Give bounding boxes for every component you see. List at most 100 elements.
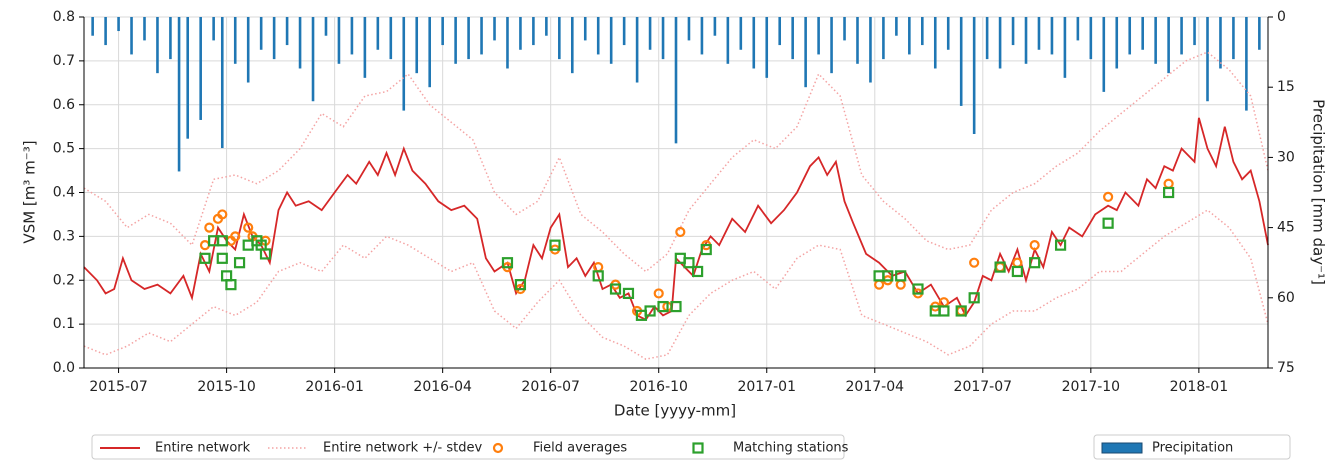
legend-swatch (692, 442, 704, 454)
x-tick-label: 2017-10 (1062, 379, 1121, 395)
station-marker (670, 300, 682, 313)
station-marker (912, 283, 924, 295)
station-marker (225, 279, 237, 291)
station-marker (882, 270, 894, 282)
y2-tick-label: 30 (1277, 149, 1295, 165)
precip-bar (1024, 17, 1028, 64)
field-marker (969, 257, 980, 268)
precip-bar (1037, 17, 1041, 50)
precip-bar (1128, 17, 1132, 55)
field-marker (1029, 240, 1040, 251)
station-marker (700, 243, 712, 256)
station-marker (644, 305, 656, 317)
precip-bar (972, 17, 976, 134)
precip-bar (91, 17, 94, 36)
precip-bar (635, 17, 639, 83)
precip-bar (259, 17, 263, 50)
precip-bar (583, 17, 587, 41)
legend-label: Field averages (533, 441, 627, 456)
precip-bar (661, 17, 665, 60)
precip-bar (674, 17, 678, 144)
precip-bar (1258, 17, 1261, 50)
precip-bar (1115, 17, 1119, 69)
precip-bar (1089, 17, 1093, 60)
station-marker (549, 239, 561, 251)
precip-bar (415, 17, 419, 74)
precip-bar (622, 17, 626, 46)
x-tick-label: 2016-07 (521, 379, 580, 395)
stdev-line (83, 209, 1269, 360)
station-marker (199, 252, 211, 264)
y-axis-label: VSM [m³ m⁻³] (21, 140, 39, 243)
x-tick-label: 2015-10 (197, 379, 256, 395)
legend-swatch (1101, 442, 1143, 454)
legend-label: Precipitation (1152, 441, 1233, 456)
station-marker (1102, 217, 1114, 229)
legend-label: Entire network (155, 441, 251, 456)
precip-bar (233, 17, 237, 64)
precip-bar (908, 17, 911, 55)
precip-bar (376, 17, 380, 50)
precip-bar (480, 17, 483, 55)
station-marker (968, 292, 980, 304)
precip-bar (895, 17, 898, 36)
station-marker (1163, 186, 1175, 199)
y2-tick-label: 0 (1277, 9, 1286, 25)
precip-bar (1180, 17, 1183, 55)
field-marker (675, 226, 686, 238)
field-marker (243, 222, 254, 233)
precip-bar (933, 17, 937, 69)
precip-bar (143, 17, 146, 41)
precip-bar (946, 17, 950, 50)
precip-bar (1232, 17, 1235, 60)
station-marker (994, 261, 1006, 273)
precip-bar (609, 17, 613, 64)
precip-bar (882, 17, 885, 60)
y-tick-label: 0.3 (53, 228, 75, 244)
precip-bar (532, 17, 535, 46)
precip-bar (1154, 17, 1157, 64)
precip-bar (454, 17, 457, 64)
precip-bar (350, 17, 354, 55)
y-tick-label: 0.8 (53, 9, 75, 25)
y2-axis-label: Precipitation [mm day⁻¹] (1310, 99, 1328, 285)
precip-bar (220, 17, 224, 149)
precip-bar (363, 17, 367, 78)
x-tick-label: 2015-07 (89, 379, 148, 395)
precip-bar (1167, 17, 1170, 74)
precip-bar (1141, 17, 1144, 50)
station-marker (1011, 265, 1023, 278)
precip-bar (1206, 17, 1209, 102)
y2-tick-label: 75 (1277, 360, 1295, 376)
y2-tick-label: 60 (1277, 290, 1295, 306)
precip-bar (1076, 17, 1080, 41)
station-marker (955, 305, 967, 317)
precip-bar (959, 17, 963, 106)
precip-bar (324, 17, 328, 36)
precip-bar (869, 17, 872, 83)
station-marker (216, 252, 228, 264)
precip-bar (830, 17, 833, 74)
x-tick-label: 2016-10 (629, 379, 688, 395)
precip-bar (856, 17, 859, 64)
precip-bar (117, 17, 120, 32)
precip-bar (752, 17, 756, 69)
precip-bar (998, 17, 1002, 69)
precip-bar (285, 17, 289, 46)
precip-bar (506, 17, 509, 69)
precip-bar (272, 17, 276, 60)
precip-bar (765, 17, 769, 78)
field-marker (994, 261, 1006, 273)
precip-bar (558, 17, 561, 60)
field-marker (873, 279, 885, 290)
precip-bar (389, 17, 393, 60)
y-tick-label: 0.1 (53, 316, 75, 332)
station-marker (1054, 239, 1067, 251)
x-tick-label: 2016-04 (413, 379, 472, 395)
precip-bar (186, 17, 190, 139)
precip-bar (1245, 17, 1248, 111)
station-marker (501, 257, 514, 269)
precip-bar (713, 17, 717, 36)
